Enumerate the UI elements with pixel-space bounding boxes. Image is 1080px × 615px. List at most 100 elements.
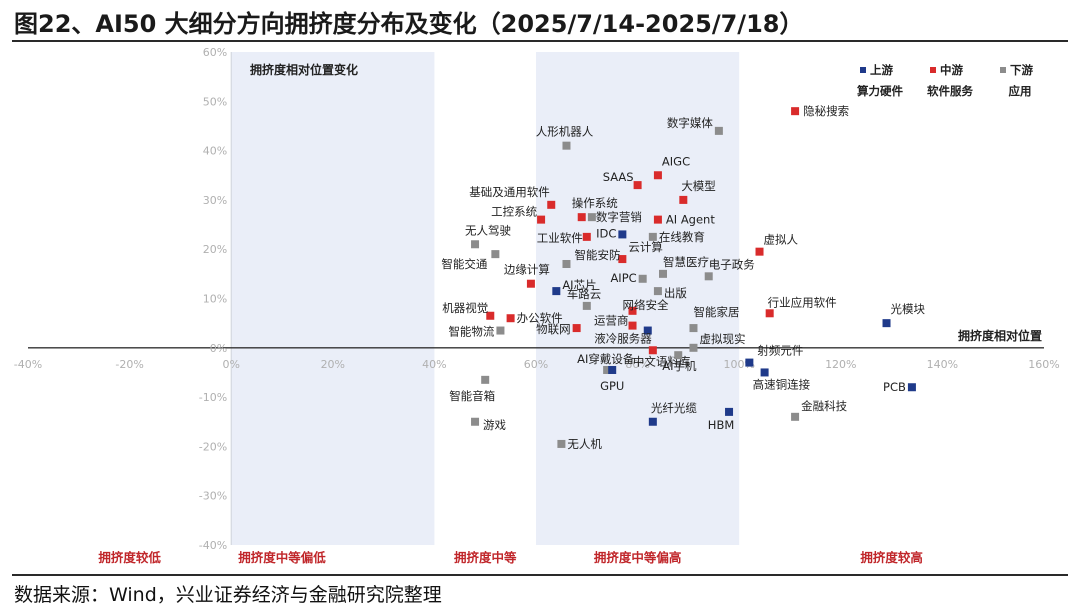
x-tick-label: 20% — [321, 358, 345, 371]
scatter-chart: -40% -20% 0% 20% 40% 60% 80% 100% 120% 140% 160%60… — [14, 46, 1060, 565]
y-tick-label: 20% — [203, 243, 227, 256]
data-point — [653, 171, 662, 180]
data-label: 虚拟人 — [764, 233, 799, 247]
data-label: 智能家居 — [693, 305, 739, 319]
x-tick-label: 0% — [222, 358, 239, 371]
data-point — [628, 306, 637, 315]
data-label: AIGC — [662, 154, 690, 168]
y-tick-label: -30% — [199, 490, 227, 503]
data-label: 高速铜连接 — [753, 377, 811, 391]
data-label: 液冷服务器 — [594, 332, 652, 346]
data-point — [714, 126, 723, 135]
y-tick-label: 60% — [203, 46, 227, 59]
y-tick-label: 10% — [203, 293, 227, 306]
x-tick-label: 80% — [625, 358, 649, 371]
data-label: 运营商 — [594, 314, 629, 328]
legend-label: 下游 — [1010, 63, 1033, 77]
data-point — [587, 213, 596, 222]
data-label: 虚拟现实 — [699, 332, 745, 346]
data-label: HBM — [708, 418, 734, 432]
x-tick-label: 160% — [1028, 358, 1059, 371]
data-point — [755, 247, 764, 256]
zone-label: 拥挤度较低 — [98, 550, 161, 565]
data-label: 出版 — [664, 286, 687, 300]
zone-label: 拥挤度较高 — [860, 550, 923, 565]
data-point — [572, 324, 581, 333]
data-label: 游戏 — [483, 418, 506, 432]
x-tick-label: -40% — [14, 358, 42, 371]
data-label: 操作系统 — [572, 196, 618, 210]
legend-sublabel: 算力硬件 — [856, 84, 903, 98]
data-point — [552, 287, 561, 296]
data-point — [486, 311, 495, 320]
data-label: SAAS — [603, 170, 634, 184]
data-label: 机器视觉 — [442, 301, 488, 315]
data-label: 大模型 — [681, 179, 716, 193]
data-label: 数字营销 — [596, 210, 642, 224]
data-point — [506, 314, 515, 323]
data-point — [659, 269, 667, 278]
zone-label: 拥挤度中等偏高 — [594, 550, 682, 565]
title-rule — [12, 40, 1068, 42]
data-label: 办公软件 — [517, 311, 563, 325]
data-point — [562, 141, 571, 150]
data-label: 智能交通 — [441, 257, 487, 271]
data-point — [603, 365, 612, 374]
y-tick-label: 40% — [203, 145, 227, 158]
y-tick-label: 30% — [203, 194, 227, 207]
x-tick-label: 140% — [927, 358, 958, 371]
data-point — [638, 274, 647, 283]
data-point — [791, 412, 800, 421]
data-label: AI Agent — [666, 213, 715, 227]
data-point — [471, 417, 480, 426]
y-tick-label: -20% — [199, 440, 227, 453]
data-label: 智能安防 — [574, 248, 620, 262]
data-label: 无人驾驶 — [465, 223, 511, 237]
data-point — [653, 215, 662, 224]
data-label: 隐秘搜索 — [803, 104, 849, 118]
data-point — [582, 232, 591, 241]
data-label: 基础及通用软件 — [469, 185, 550, 199]
chart-inner-title: 拥挤度相对位置变化 — [250, 62, 358, 77]
zone-label: 拥挤度中等偏低 — [238, 550, 326, 565]
data-point — [648, 346, 657, 355]
data-point — [537, 215, 546, 224]
y-tick-label: -40% — [199, 539, 227, 552]
data-label: PCB — [883, 380, 906, 394]
figure-title: 图22、AI50 大细分方向拥挤度分布及变化（2025/7/14-2025/7/… — [14, 10, 804, 38]
x-tick-label: 40% — [422, 358, 446, 371]
data-label: 边缘计算 — [504, 263, 550, 277]
zone-labels: 拥挤度较低 拥挤度中等偏低 拥挤度中等 拥挤度中等偏高 拥挤度较高 — [98, 550, 923, 565]
x-tick-label: 60% — [524, 358, 548, 371]
data-point — [689, 343, 698, 352]
data-point — [526, 279, 535, 288]
data-label: GPU — [600, 379, 624, 393]
data-label: AIPC — [610, 271, 636, 285]
data-point — [760, 368, 769, 377]
data-label: 工业软件 — [537, 231, 583, 245]
data-label: 智能物流 — [448, 325, 494, 339]
data-point — [582, 301, 591, 310]
data-point — [633, 181, 642, 190]
data-point — [547, 200, 556, 209]
data-label: 智慧医疗 — [663, 255, 709, 269]
x-tick-label: -20% — [115, 358, 143, 371]
source-note: 数据来源：Wind，兴业证券经济与金融研究院整理 — [14, 584, 442, 606]
axes: -40% -20% 0% 20% 40% 60% 80% 100% 120% 140% 160%60… — [14, 46, 1060, 552]
data-label: 工控系统 — [491, 205, 537, 219]
data-point — [557, 439, 566, 448]
legend-label: 上游 — [870, 63, 893, 77]
x-axis-label: 拥挤度相对位置 — [958, 328, 1042, 343]
source-rule — [12, 574, 1068, 576]
data-label: AI手机 — [662, 359, 697, 373]
data-point — [577, 213, 586, 222]
data-point — [491, 250, 500, 259]
data-label: 无人机 — [567, 437, 602, 451]
zone-band-0 — [231, 52, 435, 545]
data-label: 智能音箱 — [449, 389, 495, 403]
data-label: 云计算 — [628, 240, 663, 254]
data-point — [628, 321, 637, 330]
legend-label: 中游 — [940, 63, 963, 77]
